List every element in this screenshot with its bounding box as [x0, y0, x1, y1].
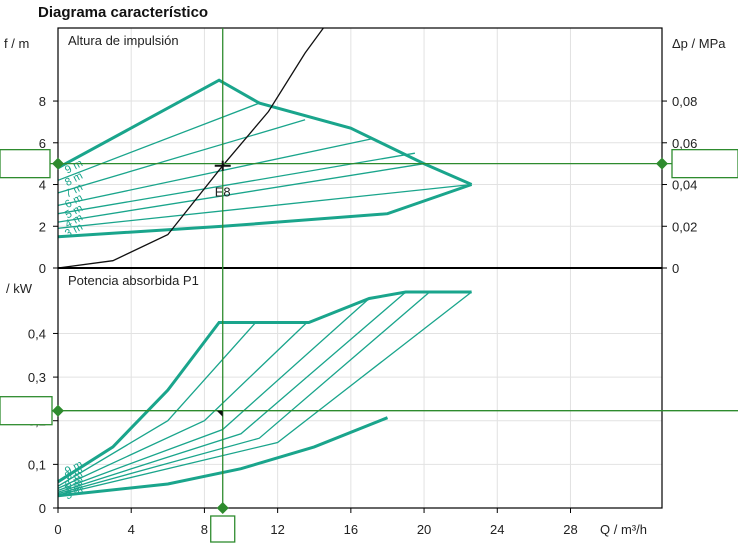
- marker-power-left-diamond: [52, 404, 64, 417]
- head-speed-curve-5: [57, 183, 472, 229]
- power-operating-mark: [216, 410, 223, 417]
- marker-bottom-diamond: [216, 502, 229, 514]
- marker-head-left-box: [0, 149, 51, 179]
- system-curve: [58, 28, 324, 268]
- head-speed-curve-2: [57, 137, 373, 207]
- marker-head-right-diamond: [656, 157, 668, 170]
- x-tick-label: 20: [417, 522, 431, 537]
- head-y-tick-label: 8: [39, 94, 46, 109]
- power-speed-curve-1: [57, 322, 308, 489]
- head-y-right-tick-label: 0,08: [672, 94, 697, 109]
- x-tick-label: 8: [201, 522, 208, 537]
- marker-head-right-box: [671, 149, 738, 179]
- head-speed-curve-1: [57, 119, 306, 194]
- head-y-right-tick-label: 0,04: [672, 178, 697, 193]
- x-tick-label: 0: [54, 522, 61, 537]
- power-panel-label: Potencia absorbida P1: [68, 273, 199, 288]
- x-axis-label: Q / m³/h: [600, 522, 647, 537]
- labels: 9 m8 m7 m6 m5 m4 m3 m9 m8 m7 m6 m5 m4 m3…: [4, 33, 726, 537]
- power-min-curve: [57, 416, 389, 498]
- power-y-axis-label: / kW: [6, 281, 33, 296]
- head-panel-label: Altura de impulsión: [68, 33, 179, 48]
- markers: [0, 28, 738, 543]
- power-speed-curve-5: [57, 291, 472, 496]
- curves: [57, 28, 473, 498]
- power-y-tick-label: 0,1: [28, 457, 46, 472]
- head-y-tick-label: 4: [39, 178, 46, 193]
- power-speed-curve-3: [57, 291, 407, 493]
- marker-bottom-box: [210, 515, 236, 543]
- axes: [53, 27, 667, 513]
- chart-title: Diagrama característico: [38, 4, 209, 21]
- marker-head-left-diamond: [52, 157, 64, 170]
- head-y-tick-label: 0: [39, 261, 46, 276]
- head-y-right-tick-label: 0,06: [672, 136, 697, 151]
- x-tick-label: 4: [128, 522, 135, 537]
- head-speed-curve-4: [57, 163, 425, 223]
- head-y-right-tick-label: 0: [672, 261, 679, 276]
- x-tick-label: 12: [270, 522, 284, 537]
- power-speed-curve-4: [57, 291, 431, 495]
- x-tick-label: 28: [563, 522, 577, 537]
- marker-power-left-box: [0, 396, 53, 426]
- x-tick-label: 24: [490, 522, 504, 537]
- x-tick-label: 16: [344, 522, 358, 537]
- head-y-tick-label: 2: [39, 219, 46, 234]
- head-min-curve: [57, 183, 473, 239]
- head-speed-curve-3: [57, 152, 416, 215]
- power-y-tick-label: 0,4: [28, 326, 46, 341]
- head-y-right-tick-label: 0,02: [672, 219, 697, 234]
- head-max-curve: [57, 78, 473, 186]
- power-max-curve: [57, 290, 472, 484]
- head-y-right-axis-label: Δp / MPa: [672, 36, 726, 51]
- power-speed-curve-0: [57, 322, 257, 487]
- head-y-axis-label: f / m: [4, 36, 29, 51]
- head-y-tick-label: 6: [39, 136, 46, 151]
- power-y-tick-label: 0: [39, 501, 46, 516]
- head-speed-curve-0: [57, 102, 260, 181]
- power-frame: [57, 267, 663, 509]
- power-y-tick-label: 0,3: [28, 370, 46, 385]
